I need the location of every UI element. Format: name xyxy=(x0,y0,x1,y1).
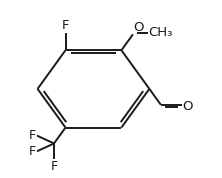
Text: F: F xyxy=(29,145,36,158)
Text: O: O xyxy=(182,100,193,112)
Text: F: F xyxy=(29,129,36,142)
Text: F: F xyxy=(50,160,57,173)
Text: CH₃: CH₃ xyxy=(148,26,173,40)
Text: O: O xyxy=(134,21,144,34)
Text: F: F xyxy=(62,19,69,32)
